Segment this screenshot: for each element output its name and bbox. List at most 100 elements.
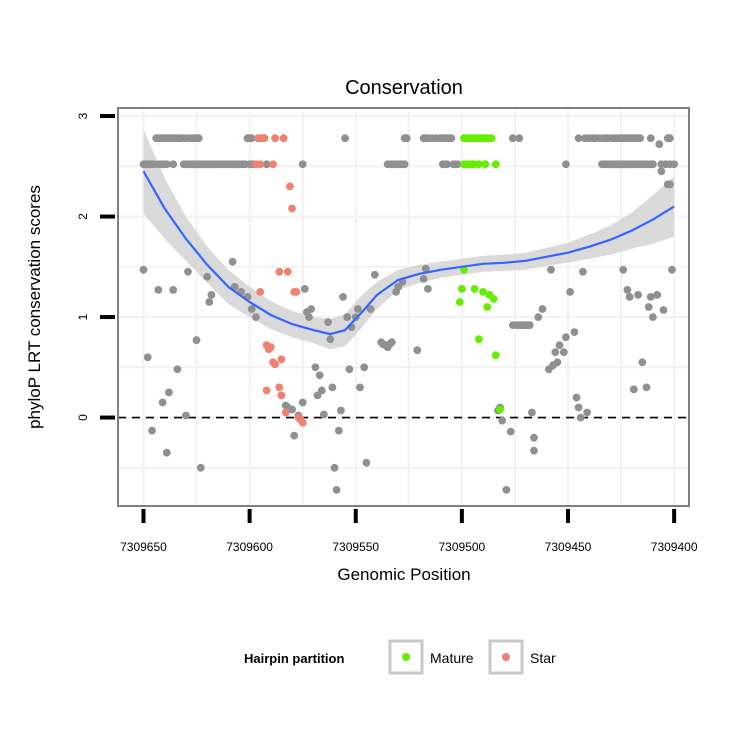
data-point xyxy=(173,365,182,374)
data-point xyxy=(668,265,676,274)
data-point xyxy=(625,293,634,301)
data-point xyxy=(534,313,543,321)
data-point xyxy=(553,358,562,367)
data-point xyxy=(277,355,286,364)
data-point xyxy=(277,391,286,400)
legend-label-mature: Mature xyxy=(430,650,474,666)
data-point xyxy=(453,160,462,169)
data-point xyxy=(653,291,662,299)
data-point xyxy=(148,426,156,435)
data-point xyxy=(413,346,422,355)
data-point xyxy=(311,363,320,372)
data-point xyxy=(337,406,345,415)
data-point xyxy=(508,134,517,143)
data-point xyxy=(247,305,256,313)
loess-trend-line xyxy=(142,170,675,336)
data-point xyxy=(341,134,349,143)
data-point xyxy=(345,365,354,374)
data-point xyxy=(283,267,292,276)
series-mature xyxy=(455,134,504,414)
data-point xyxy=(292,288,301,296)
y-axis: 0 1 2 3 xyxy=(76,112,115,421)
data-point xyxy=(275,267,284,276)
data-point xyxy=(506,427,515,436)
plot-border xyxy=(117,107,690,507)
data-point xyxy=(315,371,324,380)
data-point xyxy=(424,285,432,293)
data-point xyxy=(275,383,284,392)
data-point xyxy=(666,134,674,143)
data-point xyxy=(458,285,466,293)
data-point xyxy=(356,383,364,392)
data-point xyxy=(638,358,647,367)
x-tick-label: 7309400 xyxy=(651,540,698,554)
data-point xyxy=(328,383,337,392)
data-point xyxy=(528,408,536,417)
data-point xyxy=(143,353,152,362)
y-tick-label: 1 xyxy=(76,313,90,320)
data-point xyxy=(288,405,296,414)
legend-key-mature xyxy=(388,639,424,675)
series-other xyxy=(139,134,678,494)
data-point xyxy=(475,160,483,169)
data-point xyxy=(525,321,534,329)
x-axis-label: Genomic Position xyxy=(337,565,470,584)
data-point xyxy=(629,385,638,394)
data-point xyxy=(339,293,347,301)
y-tick-label: 2 xyxy=(76,213,90,220)
data-point xyxy=(154,286,163,294)
data-point xyxy=(298,398,307,407)
data-point xyxy=(498,416,507,425)
data-point xyxy=(139,265,148,274)
data-point xyxy=(205,298,214,306)
legend-title: Hairpin partition xyxy=(244,651,344,666)
data-point xyxy=(324,318,332,326)
data-point xyxy=(298,160,307,169)
trend-line xyxy=(142,170,675,336)
data-point xyxy=(489,295,498,303)
data-point xyxy=(228,257,237,266)
data-point xyxy=(271,360,279,369)
data-point xyxy=(644,303,653,311)
data-point xyxy=(562,333,570,342)
data-point xyxy=(262,386,271,395)
data-point xyxy=(192,336,201,345)
data-point xyxy=(515,134,524,143)
data-point xyxy=(547,265,555,274)
data-point xyxy=(317,386,326,395)
data-point xyxy=(260,134,269,143)
data-point xyxy=(184,267,192,276)
data-point xyxy=(165,388,173,397)
data-point xyxy=(298,418,307,427)
data-point xyxy=(194,134,203,143)
data-point xyxy=(646,134,655,143)
x-tick-label: 7309500 xyxy=(439,540,486,554)
data-point xyxy=(642,383,651,392)
series-star xyxy=(252,134,307,427)
data-point xyxy=(538,305,547,313)
data-point xyxy=(483,303,492,311)
data-point xyxy=(481,160,490,169)
data-point xyxy=(320,410,328,419)
x-tick-label: 7309650 xyxy=(120,540,167,554)
y-tick-label: 3 xyxy=(76,112,90,119)
data-point xyxy=(566,288,574,296)
data-point xyxy=(266,343,275,352)
data-point xyxy=(370,270,379,279)
data-point xyxy=(574,403,583,412)
data-point xyxy=(562,160,570,169)
data-point xyxy=(288,204,296,213)
data-point xyxy=(491,160,500,169)
data-point xyxy=(530,433,538,442)
data-point xyxy=(203,272,212,281)
data-point xyxy=(271,134,279,143)
data-point xyxy=(343,313,352,321)
x-axis: 7309650 7309600 7309550 7309500 7309450 73094… xyxy=(120,509,698,554)
data-point xyxy=(572,393,581,402)
y-tick-label: 0 xyxy=(76,414,90,421)
data-point xyxy=(402,134,411,143)
data-point xyxy=(269,160,277,169)
data-point xyxy=(530,446,538,455)
x-tick-label: 7309600 xyxy=(226,540,273,554)
data-point xyxy=(360,363,369,372)
